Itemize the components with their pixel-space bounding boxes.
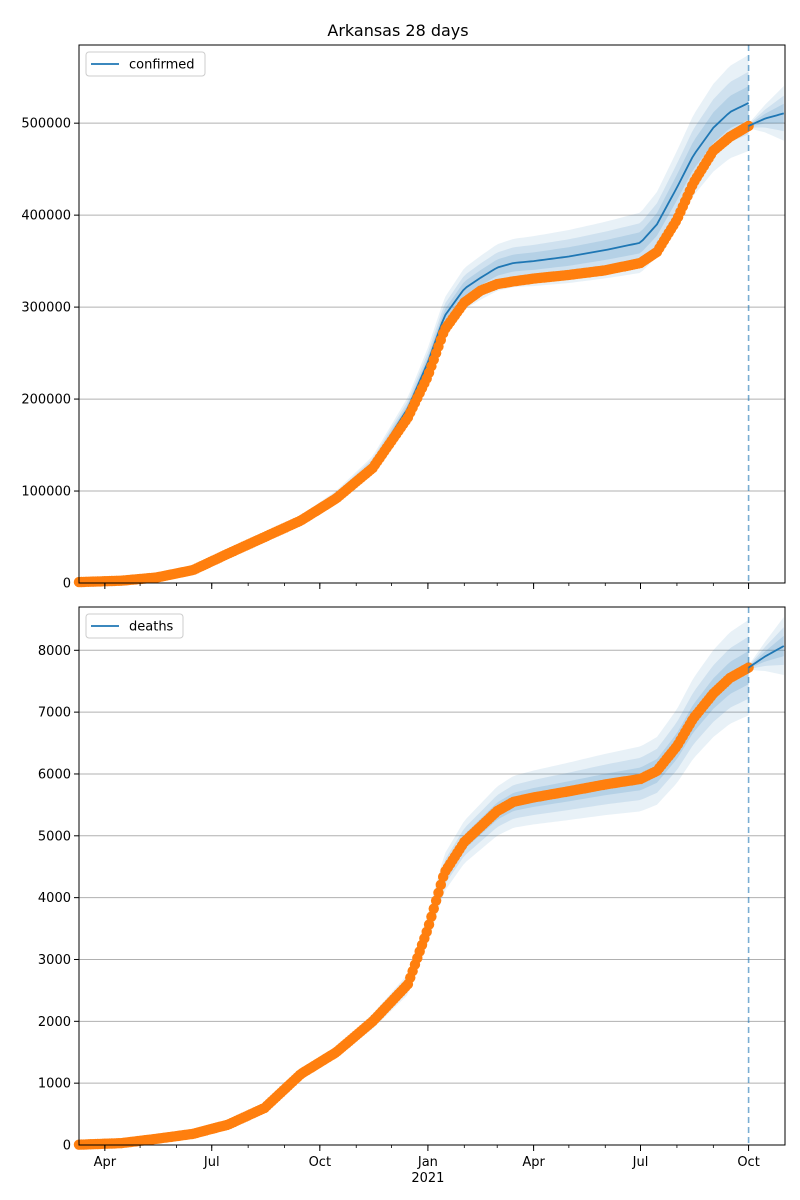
y-tick-label: 400000 [21,209,71,224]
legend: confirmed [85,51,206,77]
forecast-band [748,627,784,670]
legend: deaths [85,613,184,639]
chart-title: Arkansas 28 days [327,21,468,40]
x-tick-label: Apr [94,1155,117,1170]
y-tick-label: 1000 [38,1077,71,1092]
y-tick-label: 8000 [38,644,71,659]
legend-label: confirmed [129,58,195,73]
y-tick-label: 4000 [38,891,71,906]
observed-point [426,911,437,922]
x-tick-sublabel: 2021 [411,1171,444,1186]
y-tick-label: 300000 [21,301,71,316]
y-tick-label: 3000 [38,953,71,968]
observed-point [430,895,442,906]
y-tick-label: 6000 [38,767,71,782]
deaths-panel: 0 1000 2000 3000 4000 5000 6000 7000 8000 Apr Jul O… [38,606,786,1186]
x-tick-label: Apr [522,1155,545,1170]
observed-point [433,887,444,898]
axes-frame [78,606,786,1146]
forecast-band [748,103,784,127]
forecast-band [748,86,784,141]
y-tick-label: 0 [63,577,71,592]
legend-label: deaths [129,620,174,635]
y-tick-label: 5000 [38,829,71,844]
forecast-band [748,635,784,669]
y-tick-label: 100000 [21,485,71,500]
observed-point [423,919,435,930]
y-tick-label: 0 [63,1139,71,1154]
observed-point [435,879,447,891]
axes-frame [78,44,786,584]
x-tick-label: Oct [737,1155,759,1170]
legend-box [85,51,206,77]
x-tick-label: Oct [309,1155,331,1170]
forecast-line [748,645,785,669]
forecast-band [748,616,784,676]
y-tick-label: 7000 [38,706,71,721]
legend-box [85,613,184,639]
x-tick-label: Jul [632,1155,649,1170]
y-tick-label: 200000 [21,393,71,408]
x-tick-label: Jan [417,1155,438,1170]
confirmed-panel: 0 100000 200000 300000 400000 500000 confirmed [21,44,786,592]
observed-point [428,903,439,914]
forecast-line [748,112,785,127]
x-tick-label: Jul [203,1155,220,1170]
y-tick-label: 500000 [21,117,71,132]
y-tick-label: 2000 [38,1015,71,1030]
